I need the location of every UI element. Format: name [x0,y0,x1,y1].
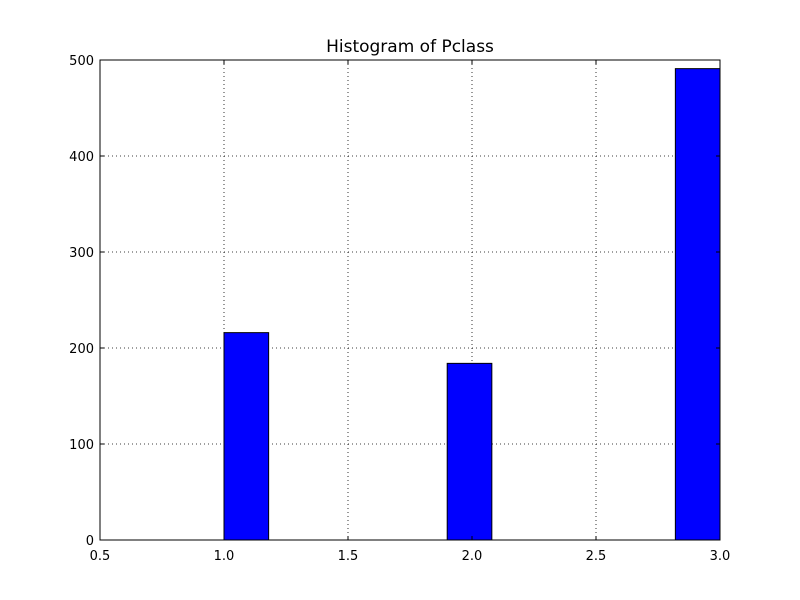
y-tick-label: 500 [69,54,94,69]
y-axis-ticks: 0 100 200 300 400 500 [69,54,720,549]
grid-lines [99,59,721,541]
x-tick-label: 3.0 [710,549,731,564]
x-axis-ticks: 0.5 1.0 1.5 2.0 2.5 3.0 [90,60,731,564]
histogram-bar [674,68,721,541]
x-tick-label: 1.0 [214,549,235,564]
histogram-bar [446,362,493,541]
plot-frame [99,59,721,541]
bars-group [223,68,721,541]
x-tick-label: 0.5 [90,549,111,564]
y-tick-label: 400 [69,150,94,165]
x-tick-label: 1.5 [338,549,359,564]
x-tick-label: 2.0 [462,549,483,564]
y-tick-label: 0 [86,534,94,549]
y-tick-label: 100 [69,438,94,453]
chart-title: Histogram of Pclass [326,37,494,57]
y-tick-label: 300 [69,246,94,261]
x-tick-label: 2.5 [586,549,607,564]
histogram-bar [223,332,270,541]
y-tick-label: 200 [69,342,94,357]
